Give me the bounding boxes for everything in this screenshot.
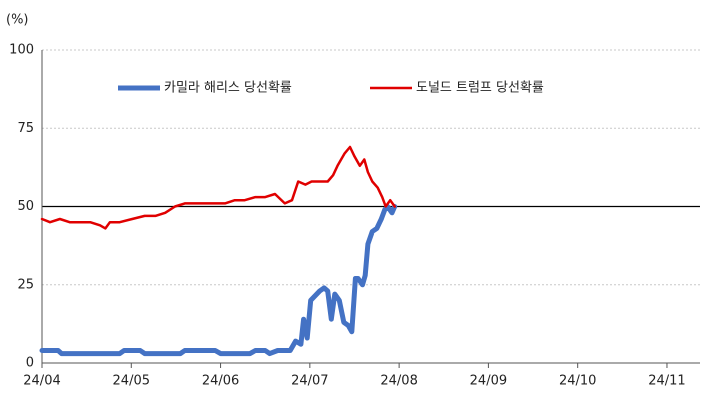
x-tick-label: 24/05 (113, 374, 150, 389)
y-tick-label: 0 (26, 356, 34, 371)
data-line (40, 145, 396, 230)
x-tick-label: 24/10 (559, 374, 596, 389)
x-tick-label: 24/04 (23, 374, 60, 389)
legend-label: 도널드 트럼프 당선확률 (416, 81, 544, 96)
x-tick-label: 24/11 (648, 374, 685, 389)
x-tick-label: 24/08 (380, 374, 417, 389)
x-tick-label: 24/07 (291, 374, 328, 389)
y-tick-label: 50 (17, 199, 34, 214)
x-tick-label: 24/09 (470, 374, 507, 389)
y-axis-label: (%) (6, 13, 29, 28)
y-tick-label: 25 (17, 277, 34, 292)
data-line (39, 204, 398, 357)
x-tick-label: 24/06 (202, 374, 239, 389)
legend-label: 카밀라 해리스 당선확률 (164, 81, 292, 96)
y-tick-label: 75 (17, 121, 34, 136)
y-tick-label: 100 (9, 43, 34, 58)
